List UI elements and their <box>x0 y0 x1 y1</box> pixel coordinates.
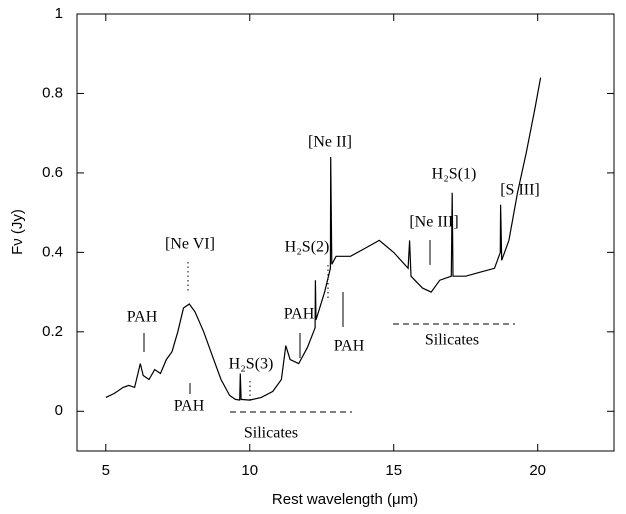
x-tick-label: 20 <box>529 462 546 479</box>
annotation: [Ne III] <box>409 214 458 231</box>
y-tick-label: 0.8 <box>42 84 63 101</box>
annotation: H₂S(3) <box>229 356 274 373</box>
plot-frame <box>76 13 615 452</box>
annotation: PAH <box>127 309 158 326</box>
x-axis-label: Rest wavelength (μm) <box>272 491 418 508</box>
y-tick-label: 0 <box>55 402 63 419</box>
annotation: [Ne VI] <box>165 236 215 253</box>
x-tick-label: 15 <box>385 462 402 479</box>
y-tick-label: 0.4 <box>42 243 63 260</box>
annotation: H₂S(1) <box>432 166 477 183</box>
annotation: PAH <box>334 338 365 355</box>
y-tick-label: 1 <box>55 5 63 22</box>
annotation: PAH <box>174 398 205 415</box>
y-axis-label: Fν (Jy) <box>9 209 26 255</box>
annotation: Silicates <box>425 332 479 349</box>
annotation: PAH <box>284 306 315 323</box>
x-tick-label: 10 <box>241 462 258 479</box>
annotation: H₂S(2) <box>285 239 330 256</box>
x-tick-label: 5 <box>102 462 110 479</box>
y-tick-label: 0.2 <box>42 323 63 340</box>
annotation: Silicates <box>244 425 298 442</box>
annotation: [Ne II] <box>308 134 352 151</box>
y-tick-label: 0.6 <box>42 164 63 181</box>
spectrum-line <box>105 77 542 401</box>
annotation: [S III] <box>500 182 540 199</box>
